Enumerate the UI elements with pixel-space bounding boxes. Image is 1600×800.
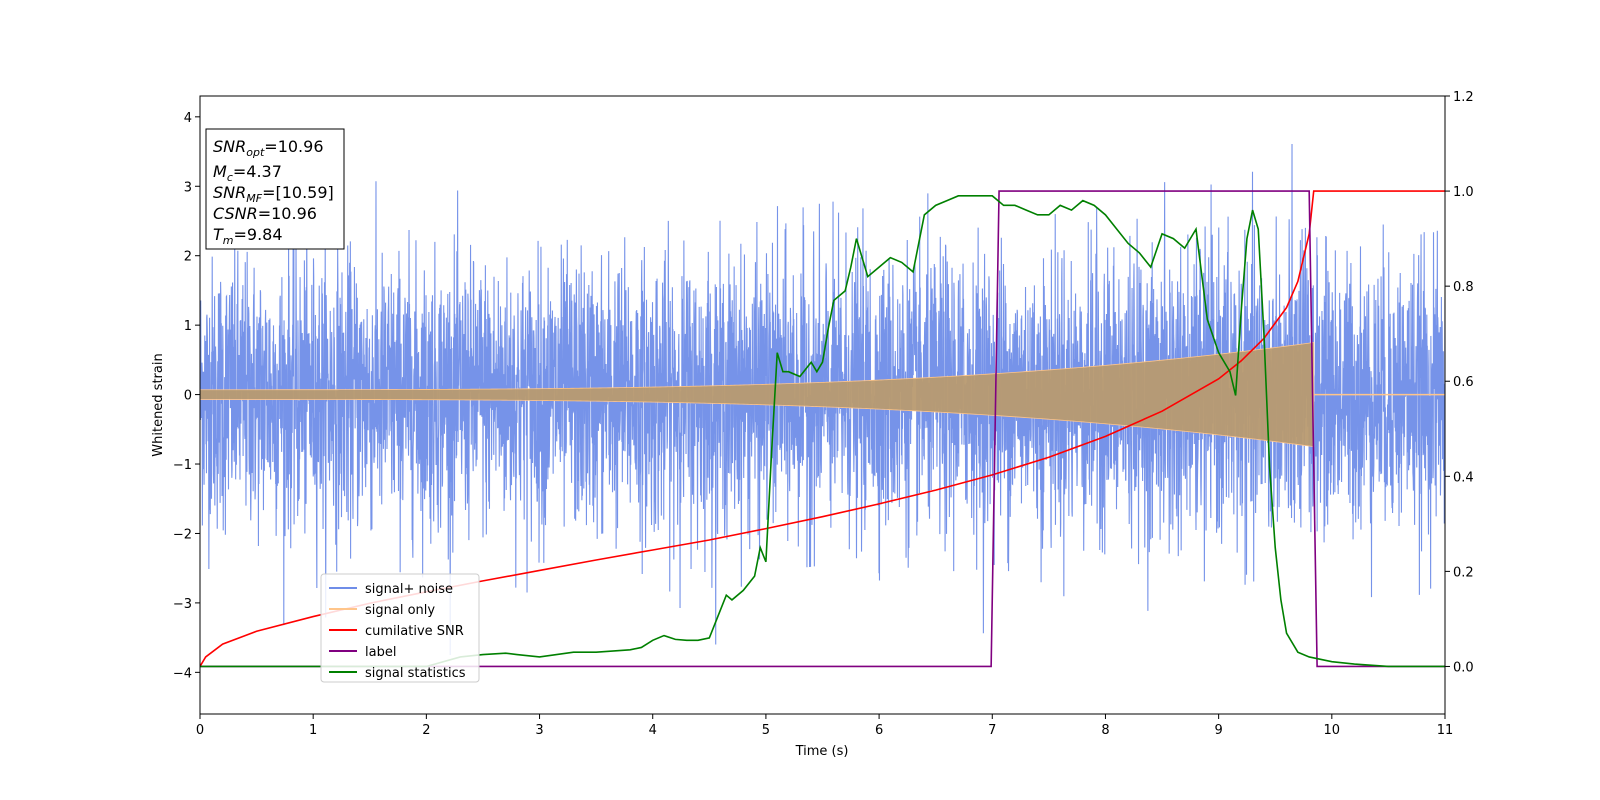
series-signal-statistics: [200, 195, 1445, 668]
info-symbol: T: [213, 225, 224, 244]
y-left-tick-label: −3: [173, 597, 192, 612]
x-tick-label: 11: [1437, 723, 1454, 738]
legend-entry: signal statistics: [365, 666, 466, 681]
y-left-tick-label: 1: [184, 319, 192, 334]
x-tick-label: 1: [309, 723, 317, 738]
y-right-tick-label: 1.0: [1453, 185, 1474, 200]
x-tick-label: 9: [1214, 723, 1222, 738]
y-left-tick-label: 2: [184, 250, 192, 265]
info-line: Mc=4.37: [213, 162, 282, 184]
x-tick-label: 4: [649, 723, 657, 738]
x-tick-label: 6: [875, 723, 883, 738]
info-line: Tm=9.84: [213, 225, 283, 247]
legend-frame: [320, 573, 480, 683]
legend-entry: signal only: [365, 603, 435, 618]
y-left-tick-label: 0: [184, 389, 192, 404]
x-tick-label: 8: [1101, 723, 1109, 738]
info-symbol: CSNR: [213, 204, 258, 223]
legend: signal+ noise signal only cumilative SNR la…: [320, 573, 480, 683]
y-axis-left: 4 3 2 1 0 −1 −2 −3 −4: [173, 111, 200, 681]
info-symbol: M: [213, 162, 227, 181]
info-line: SNRMF=[10.59]: [213, 183, 334, 205]
info-value: =[10.59]: [262, 183, 334, 202]
info-box: SNRopt=10.96Mc=4.37SNRMF=[10.59]CSNR=10.…: [205, 128, 345, 250]
y-left-tick-label: 4: [184, 111, 192, 126]
plot-frame: [199, 95, 1446, 715]
y-right-tick-label: 0.6: [1453, 375, 1474, 390]
info-subscript: m: [223, 234, 234, 247]
x-tick-label: 0: [196, 723, 204, 738]
y-left-tick-label: 3: [184, 180, 192, 195]
info-value: =10.96: [264, 137, 323, 156]
x-tick-label: 10: [1324, 723, 1341, 738]
y-right-tick-label: 0.2: [1453, 565, 1474, 580]
info-subscript: opt: [246, 146, 265, 159]
x-tick-label: 5: [762, 723, 770, 738]
y-left-tick-label: −2: [173, 527, 192, 542]
x-tick-label: 3: [535, 723, 543, 738]
x-tick-label: 7: [988, 723, 996, 738]
info-value: =9.84: [234, 225, 283, 244]
info-value: =10.96: [258, 204, 317, 223]
y-right-tick-label: 1.2: [1453, 90, 1474, 105]
x-tick-label: 2: [422, 723, 430, 738]
x-axis-label: Time (s): [795, 744, 849, 759]
info-value: =4.37: [233, 162, 282, 181]
info-line: CSNR=10.96: [213, 204, 317, 223]
info-subscript: c: [227, 171, 233, 184]
y-left-tick-label: −4: [173, 666, 192, 681]
y-axis-right: 1.2 1.0 0.8 0.6 0.4 0.2 0.0: [1445, 90, 1474, 675]
y-left-tick-label: −1: [173, 458, 192, 473]
info-subscript: MF: [246, 192, 262, 205]
legend-entry: signal+ noise: [365, 582, 453, 597]
y-right-tick-label: 0.8: [1453, 280, 1474, 295]
y-right-tick-label: 0.4: [1453, 470, 1474, 485]
legend-entry: cumilative SNR: [365, 624, 464, 639]
info-symbol: SNR: [213, 183, 246, 202]
legend-entry: label: [365, 645, 396, 660]
info-box-frame: [205, 128, 345, 250]
x-axis: 0 1 2 3 4 5 6 7 8 9 10 11: [196, 714, 1453, 738]
series-label: [200, 190, 1445, 668]
y-right-tick-label: 0.0: [1453, 660, 1474, 675]
y-axis-label: Whitened strain: [151, 353, 166, 456]
info-symbol: SNR: [213, 137, 246, 156]
info-line: SNRopt=10.96: [213, 137, 324, 159]
